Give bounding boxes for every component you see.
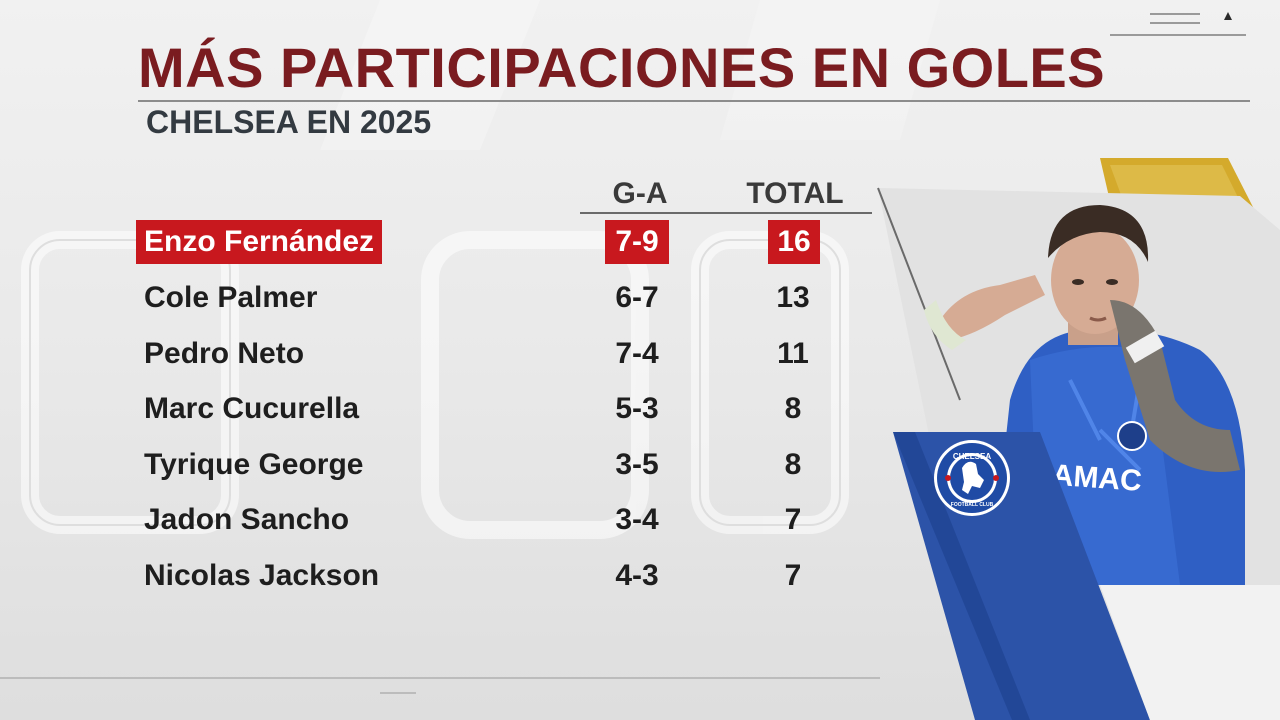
header-divider [580, 212, 872, 214]
player-name: Marc Cucurella [144, 392, 360, 425]
player-name: Cole Palmer [144, 281, 318, 314]
player-name: Pedro Neto [144, 337, 305, 370]
goals-assists: 5-3 [615, 392, 659, 425]
player-photo-panel: DAMAC CHELSEA FOOTBALL CLUB [877, 158, 1280, 720]
goals-assists: 6-7 [615, 281, 659, 314]
total: 11 [777, 337, 809, 370]
title-divider [138, 100, 1250, 102]
total: 16 [768, 220, 820, 264]
table-row: Nicolas Jackson 4-3 7 [0, 554, 880, 600]
bottom-divider-short [380, 692, 416, 694]
player-name: Nicolas Jackson [144, 559, 380, 592]
total: 7 [784, 503, 802, 536]
menu-lines-icon [1110, 12, 1246, 36]
column-header-ga: G-A [612, 177, 668, 210]
player-name: Tyrique George [144, 448, 364, 481]
goals-assists: 7-4 [615, 337, 659, 370]
table-row: Jadon Sancho 3-4 7 [0, 498, 880, 544]
column-header-total: TOTAL [746, 177, 844, 210]
page-title: MÁS PARTICIPACIONES EN GOLES [138, 36, 1106, 99]
table-row: Marc Cucurella 5-3 8 [0, 387, 880, 433]
player-name: Enzo Fernández [136, 220, 383, 264]
table-row: Cole Palmer 6-7 13 [0, 276, 880, 322]
crest-bottom-text: FOOTBALL CLUB [951, 502, 994, 508]
goals-assists: 4-3 [615, 559, 659, 592]
total: 7 [784, 559, 802, 592]
total: 8 [784, 392, 802, 425]
chelsea-crest-icon: CHELSEA FOOTBALL CLUB [934, 440, 1010, 516]
table-row: Tyrique George 3-5 8 [0, 443, 880, 489]
bottom-divider [0, 677, 880, 679]
table-row: Enzo Fernández 7-9 16 [0, 220, 880, 266]
total: 13 [776, 281, 810, 314]
goals-assists: 3-5 [615, 448, 659, 481]
total: 8 [784, 448, 802, 481]
page-subtitle: CHELSEA EN 2025 [146, 104, 432, 140]
table-row: Pedro Neto 7-4 11 [0, 332, 880, 378]
crest-top-text: CHELSEA [953, 452, 991, 461]
player-name: Jadon Sancho [144, 503, 350, 536]
goals-assists: 3-4 [615, 503, 659, 536]
goals-assists: 7-9 [605, 220, 669, 264]
